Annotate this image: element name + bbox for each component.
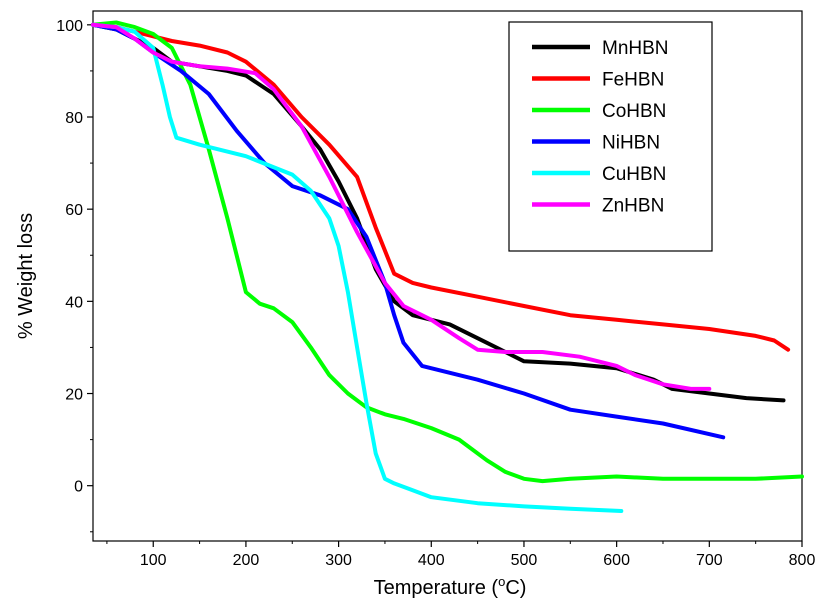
- x-axis-title-unit: C): [505, 577, 526, 599]
- legend-label-znhbn: ZnHBN: [602, 196, 664, 217]
- y-tick-label-20: 20: [65, 387, 83, 404]
- legend-label-cohbn: CoHBN: [602, 101, 666, 122]
- y-tick-label-80: 80: [65, 110, 83, 127]
- series-line-znhbn: [91, 22, 712, 391]
- axis-ticks: [87, 24, 803, 547]
- axis-tick-labels: 100 200 300 400 500 600 700 800 0 20 40 60 80 100: [56, 18, 815, 569]
- x-tick-label-100: 100: [140, 552, 167, 569]
- legend-label-nihbn: NiHBN: [602, 133, 660, 154]
- legend-label-cuhbn: CuHBN: [602, 164, 666, 185]
- x-tick-label-700: 700: [696, 552, 723, 569]
- legend-label-fehbn: FeHBN: [602, 70, 664, 91]
- series-line-cuhbn: [91, 22, 624, 513]
- x-axis-title-main: Temperature (: [374, 577, 499, 599]
- legend-box: [508, 21, 713, 252]
- series-line-fehbn: [91, 22, 791, 352]
- x-tick-label-200: 200: [233, 552, 260, 569]
- x-tick-label-500: 500: [511, 552, 538, 569]
- legend: MnHBN FeHBN CoHBN NiHBN CuHBN ZnHBN: [508, 21, 713, 252]
- x-axis-title-degree: o: [498, 574, 505, 589]
- plot-frame: [92, 10, 803, 542]
- y-axis-title: % Weight loss: [15, 213, 37, 339]
- x-tick-label-600: 600: [603, 552, 630, 569]
- x-axis-title: Temperature (oC): [374, 574, 527, 599]
- series-layer: [91, 20, 804, 513]
- y-tick-label-60: 60: [65, 202, 83, 219]
- legend-label-mnhbn: MnHBN: [602, 38, 669, 59]
- series-line-nihbn: [91, 22, 726, 440]
- y-tick-label-40: 40: [65, 294, 83, 311]
- y-tick-label-100: 100: [56, 18, 83, 35]
- y-tick-label-0: 0: [74, 479, 83, 496]
- x-tick-label-400: 400: [418, 552, 445, 569]
- x-tick-label-300: 300: [325, 552, 352, 569]
- x-tick-label-800: 800: [789, 552, 816, 569]
